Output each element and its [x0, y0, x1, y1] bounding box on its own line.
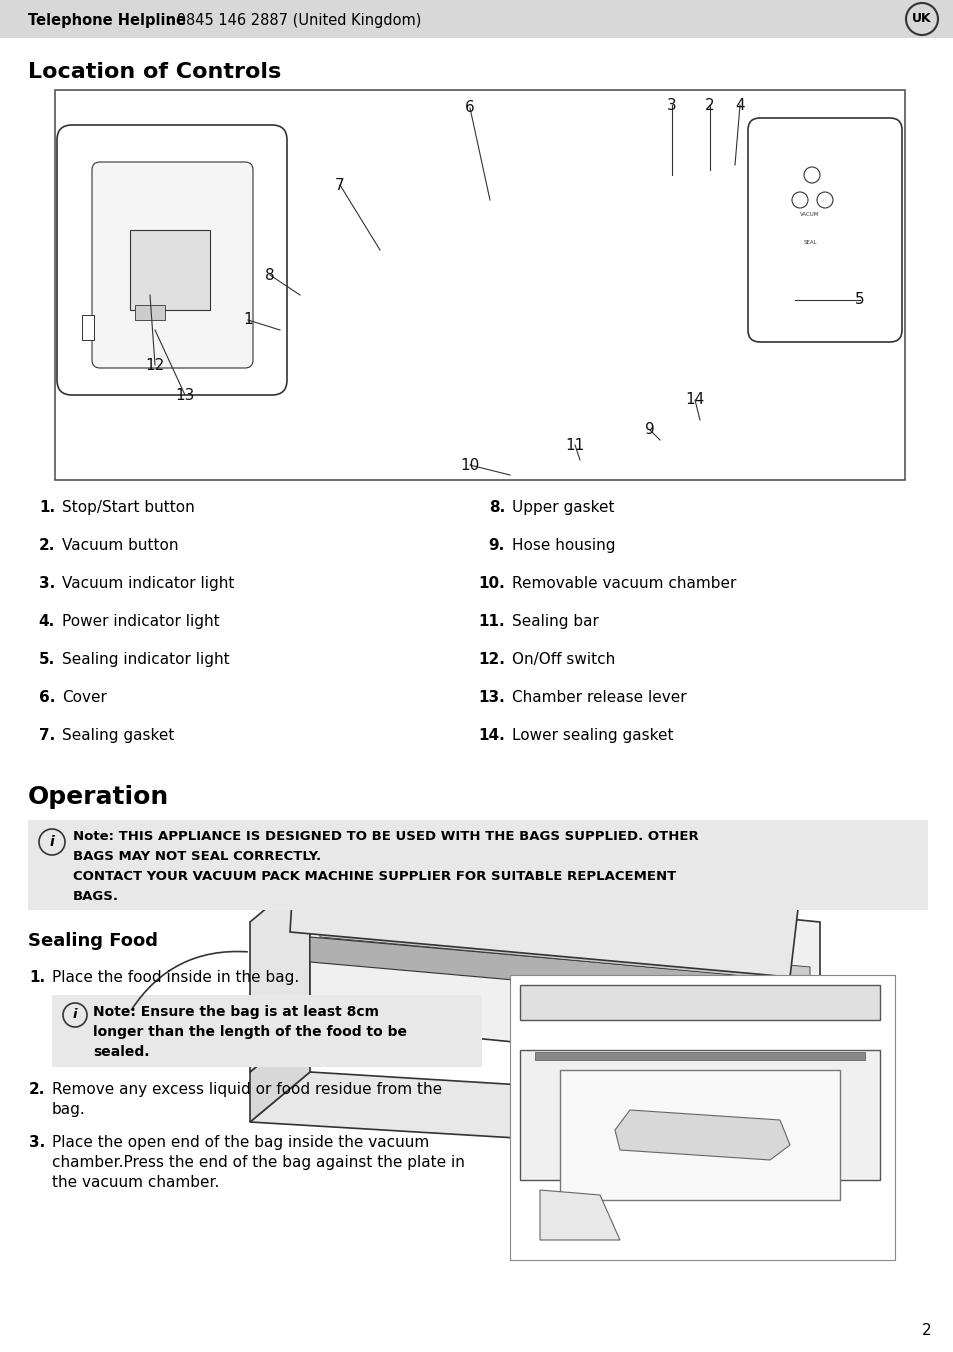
Text: Place the open end of the bag inside the vacuum: Place the open end of the bag inside the…: [52, 1134, 429, 1151]
Text: the vacuum chamber.: the vacuum chamber.: [52, 1175, 219, 1190]
Text: chamber.Press the end of the bag against the plate in: chamber.Press the end of the bag against…: [52, 1155, 464, 1169]
Text: Note: Ensure the bag is at least 8cm: Note: Ensure the bag is at least 8cm: [92, 1005, 378, 1019]
Polygon shape: [250, 1022, 310, 1122]
Text: 4: 4: [735, 97, 744, 112]
Polygon shape: [559, 1069, 840, 1201]
Text: 12: 12: [145, 357, 165, 373]
FancyBboxPatch shape: [0, 0, 953, 38]
Text: 13: 13: [175, 388, 194, 403]
FancyBboxPatch shape: [91, 162, 253, 368]
Text: 1: 1: [243, 312, 253, 327]
Text: Vacuum indicator light: Vacuum indicator light: [62, 576, 234, 591]
Text: UK: UK: [911, 12, 931, 26]
Text: 2.: 2.: [38, 538, 55, 553]
Text: bag.: bag.: [52, 1102, 86, 1117]
Text: 7: 7: [335, 177, 344, 192]
Text: BAGS.: BAGS.: [73, 890, 119, 903]
Text: 13.: 13.: [477, 690, 504, 704]
Text: 10.: 10.: [477, 576, 504, 591]
FancyBboxPatch shape: [747, 118, 901, 342]
Polygon shape: [250, 852, 820, 922]
Text: 1.: 1.: [29, 969, 45, 986]
FancyBboxPatch shape: [535, 1052, 864, 1060]
Text: 8.: 8.: [488, 500, 504, 515]
Text: Stop/Start button: Stop/Start button: [62, 500, 194, 515]
Text: 4.: 4.: [39, 614, 55, 629]
Text: longer than the length of the food to be: longer than the length of the food to be: [92, 1025, 407, 1038]
Text: Sealing bar: Sealing bar: [512, 614, 598, 629]
Text: 5: 5: [854, 292, 864, 307]
Text: : 0845 146 2887 (United Kingdom): : 0845 146 2887 (United Kingdom): [167, 12, 421, 27]
Text: sealed.: sealed.: [92, 1045, 150, 1059]
Text: Hose housing: Hose housing: [512, 538, 615, 553]
Text: 12.: 12.: [477, 652, 504, 667]
Text: 11.: 11.: [477, 614, 504, 629]
Text: Location of Controls: Location of Controls: [28, 62, 281, 82]
Text: 9.: 9.: [488, 538, 504, 553]
Text: 6.: 6.: [38, 690, 55, 704]
Text: Operation: Operation: [28, 786, 169, 808]
Circle shape: [816, 192, 832, 208]
Circle shape: [791, 192, 807, 208]
Text: CONTACT YOUR VACUUM PACK MACHINE SUPPLIER FOR SUITABLE REPLACEMENT: CONTACT YOUR VACUUM PACK MACHINE SUPPLIE…: [73, 869, 676, 883]
FancyBboxPatch shape: [510, 975, 894, 1260]
Text: Telephone Helpline: Telephone Helpline: [28, 12, 186, 27]
Text: 3.: 3.: [29, 1134, 45, 1151]
Text: 9: 9: [644, 422, 654, 438]
Polygon shape: [290, 852, 800, 977]
Text: VACUM: VACUM: [800, 212, 819, 218]
Text: Vacuum button: Vacuum button: [62, 538, 178, 553]
Text: 11: 11: [565, 438, 584, 453]
Text: SEAL: SEAL: [802, 239, 816, 245]
Polygon shape: [539, 1190, 619, 1240]
Polygon shape: [310, 937, 820, 1007]
Text: Place the food inside in the bag.: Place the food inside in the bag.: [52, 969, 299, 986]
Circle shape: [803, 168, 820, 183]
Text: 1.: 1.: [39, 500, 55, 515]
Text: i: i: [50, 836, 54, 849]
FancyBboxPatch shape: [28, 821, 927, 910]
Text: 7.: 7.: [39, 727, 55, 744]
Text: 10: 10: [460, 457, 479, 472]
Text: 3: 3: [666, 97, 677, 112]
Text: Upper gasket: Upper gasket: [512, 500, 614, 515]
FancyBboxPatch shape: [130, 230, 210, 310]
Polygon shape: [319, 922, 809, 982]
Text: 5.: 5.: [39, 652, 55, 667]
Text: Lower sealing gasket: Lower sealing gasket: [512, 727, 673, 744]
Polygon shape: [250, 872, 310, 1072]
Text: Removable vacuum chamber: Removable vacuum chamber: [512, 576, 736, 591]
Text: i: i: [72, 1009, 77, 1022]
Polygon shape: [519, 1051, 879, 1180]
FancyBboxPatch shape: [57, 124, 287, 395]
Text: 2: 2: [922, 1324, 931, 1338]
Text: Chamber release lever: Chamber release lever: [512, 690, 686, 704]
Text: On/Off switch: On/Off switch: [512, 652, 615, 667]
FancyBboxPatch shape: [55, 91, 904, 480]
Text: 14.: 14.: [477, 727, 504, 744]
Text: Sealing Food: Sealing Food: [28, 932, 158, 950]
Text: Cover: Cover: [62, 690, 107, 704]
Text: Sealing gasket: Sealing gasket: [62, 727, 174, 744]
Text: BAGS MAY NOT SEAL CORRECTLY.: BAGS MAY NOT SEAL CORRECTLY.: [73, 850, 321, 863]
FancyBboxPatch shape: [52, 995, 481, 1067]
Text: 2.: 2.: [29, 1082, 45, 1096]
Text: Power indicator light: Power indicator light: [62, 614, 219, 629]
Polygon shape: [615, 1110, 789, 1160]
Text: 14: 14: [684, 392, 704, 407]
Text: 2: 2: [704, 97, 714, 112]
Polygon shape: [519, 986, 879, 1019]
Text: 6: 6: [465, 100, 475, 115]
FancyBboxPatch shape: [82, 315, 94, 339]
Polygon shape: [310, 872, 820, 1072]
FancyBboxPatch shape: [135, 306, 165, 320]
Text: 3.: 3.: [39, 576, 55, 591]
Text: Remove any excess liquid or food residue from the: Remove any excess liquid or food residue…: [52, 1082, 441, 1096]
Text: Note: THIS APPLIANCE IS DESIGNED TO BE USED WITH THE BAGS SUPPLIED. OTHER: Note: THIS APPLIANCE IS DESIGNED TO BE U…: [73, 830, 698, 844]
Text: Sealing indicator light: Sealing indicator light: [62, 652, 230, 667]
Polygon shape: [250, 1072, 800, 1152]
Text: 8: 8: [265, 268, 274, 283]
